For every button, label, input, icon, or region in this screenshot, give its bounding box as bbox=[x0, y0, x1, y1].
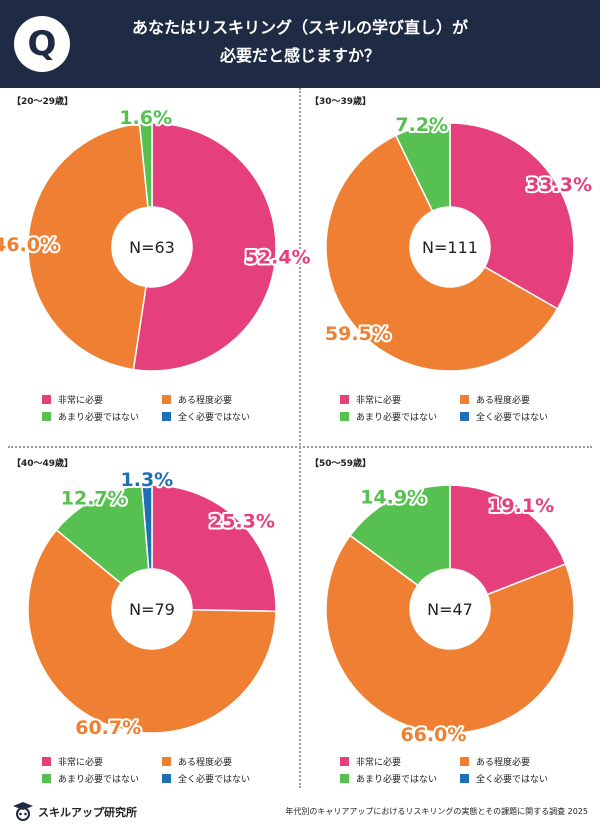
donut-center bbox=[112, 207, 192, 287]
legend-swatch bbox=[460, 757, 469, 766]
legend-label: 全く必要ではない bbox=[476, 413, 549, 423]
legend-swatch bbox=[460, 412, 469, 421]
sample-size-label: N=111 bbox=[422, 238, 478, 257]
legend-label: ある程度必要 bbox=[476, 396, 531, 406]
panel-title: 【20～29歳】 bbox=[12, 97, 74, 107]
legend-label: ある程度必要 bbox=[476, 758, 531, 768]
label-very-necessary: 25.3% bbox=[209, 511, 275, 533]
chart-panel-50s: 【50～59歳】 N=47 19.1% 66.0% 14.9% 非常に必要 ある程度必要… bbox=[302, 450, 594, 800]
footer: スキルアップ研究所 年代別のキャリアアップにおけるリスキリングの実態とその課題に… bbox=[0, 796, 600, 828]
question-title-line1: あなたはリスキリング（スキルの学び直し）が bbox=[131, 18, 468, 37]
panel-title: 【30～39歳】 bbox=[310, 97, 372, 107]
vertical-divider bbox=[299, 88, 301, 788]
chart-panel-30s: 【30～39歳】 N=111 33.3% 59.5% 7.2% 非常に必要 ある程度必要… bbox=[302, 88, 594, 438]
legend-swatch bbox=[42, 412, 51, 421]
panel-title: 【40～49歳】 bbox=[12, 459, 74, 469]
legend-swatch bbox=[162, 412, 171, 421]
sample-size-label: N=79 bbox=[129, 600, 175, 619]
legend-label: 非常に必要 bbox=[58, 758, 104, 768]
legend-item: あまり必要ではない bbox=[42, 772, 139, 785]
legend-label: 非常に必要 bbox=[356, 396, 402, 406]
legend-swatch bbox=[460, 395, 469, 404]
legend-label: ある程度必要 bbox=[178, 758, 233, 768]
legend-label: 全く必要ではない bbox=[178, 413, 251, 423]
legend-item: 全く必要ではない bbox=[460, 772, 548, 785]
legend-label: 全く必要ではない bbox=[178, 775, 251, 785]
label-not-very-necessary: 12.7% bbox=[61, 487, 127, 509]
legend-label: 非常に必要 bbox=[356, 758, 402, 768]
sample-size-label: N=63 bbox=[129, 238, 175, 257]
legend-label: あまり必要ではない bbox=[356, 775, 438, 785]
legend-item: 非常に必要 bbox=[340, 755, 401, 768]
legend-swatch bbox=[42, 757, 51, 766]
sample-size-label: N=47 bbox=[427, 600, 473, 619]
brand-logo-icon bbox=[13, 802, 33, 821]
survey-note: 年代別のキャリアアップにおけるリスキリングの実態とその課題に関する調査 2025 bbox=[285, 807, 588, 816]
legend-item: ある程度必要 bbox=[162, 755, 232, 768]
legend-item: あまり必要ではない bbox=[340, 410, 437, 423]
chart-panel-40s: 【40～49歳】 N=79 25.3% 60.7% 12.7% 1.3% 非常に必要 ある… bbox=[4, 450, 296, 800]
legend-item: ある程度必要 bbox=[460, 755, 530, 768]
legend-label: 全く必要ではない bbox=[476, 775, 549, 785]
donut-center bbox=[410, 569, 490, 649]
legend-swatch bbox=[340, 757, 349, 766]
legend-swatch bbox=[460, 774, 469, 783]
label-somewhat-necessary: 46.0% bbox=[0, 234, 59, 256]
legend-swatch bbox=[340, 395, 349, 404]
header-banner: Q あなたはリスキリング（スキルの学び直し）が 必要だと感じますか？ bbox=[0, 0, 600, 88]
label-very-necessary: 52.4% bbox=[245, 246, 311, 268]
q-icon: Q bbox=[27, 24, 57, 64]
label-somewhat-necessary: 59.5% bbox=[325, 323, 391, 345]
label-not-very-necessary: 7.2% bbox=[395, 114, 448, 136]
label-somewhat-necessary: 66.0% bbox=[400, 724, 466, 746]
legend-item: ある程度必要 bbox=[460, 393, 530, 406]
legend-item: 全く必要ではない bbox=[162, 410, 250, 423]
panel-title: 【50～59歳】 bbox=[310, 459, 372, 469]
legend-item: あまり必要ではない bbox=[340, 772, 437, 785]
legend-item: 非常に必要 bbox=[42, 393, 103, 406]
legend-item: ある程度必要 bbox=[162, 393, 232, 406]
chart-panel-20s: 【20～29歳】 N=63 52.4% 46.0% 1.6% 非常に必要 ある程度必要あ… bbox=[0, 88, 313, 438]
brand-name: スキルアップ研究所 bbox=[38, 806, 137, 819]
donut-center bbox=[112, 569, 192, 649]
legend-swatch bbox=[340, 774, 349, 783]
legend-item: 非常に必要 bbox=[42, 755, 103, 768]
legend-swatch bbox=[340, 412, 349, 421]
label-not-very-necessary: 1.6% bbox=[119, 107, 172, 129]
legend-item: 全く必要ではない bbox=[460, 410, 548, 423]
q-badge: Q bbox=[14, 16, 70, 72]
legend-item: 全く必要ではない bbox=[162, 772, 250, 785]
legend-swatch bbox=[42, 774, 51, 783]
donut-chart: N=63 52.4% 46.0% 1.6% bbox=[0, 105, 313, 372]
label-somewhat-necessary: 60.7% bbox=[75, 717, 141, 739]
donut-chart: N=47 19.1% 66.0% 14.9% bbox=[325, 484, 575, 748]
legend-label: あまり必要ではない bbox=[58, 775, 140, 785]
legend-swatch bbox=[42, 395, 51, 404]
legend-swatch bbox=[162, 757, 171, 766]
label-very-necessary: 33.3% bbox=[526, 174, 592, 196]
legend-item: 非常に必要 bbox=[340, 393, 401, 406]
label-not-very-necessary: 14.9% bbox=[360, 487, 426, 509]
horizontal-divider bbox=[8, 446, 592, 448]
question-title: あなたはリスキリング（スキルの学び直し）が 必要だと感じますか？ bbox=[80, 14, 520, 70]
legend-label: あまり必要ではない bbox=[58, 413, 140, 423]
donut-center bbox=[410, 207, 490, 287]
label-very-necessary: 19.1% bbox=[488, 495, 554, 517]
legend-label: あまり必要ではない bbox=[356, 413, 438, 423]
question-title-line2: 必要だと感じますか？ bbox=[219, 46, 380, 65]
donut-chart: N=111 33.3% 59.5% 7.2% bbox=[323, 112, 594, 372]
legend-item: あまり必要ではない bbox=[42, 410, 139, 423]
legend-swatch bbox=[162, 774, 171, 783]
legend-label: 非常に必要 bbox=[58, 396, 104, 406]
legend-swatch bbox=[162, 395, 171, 404]
legend-label: ある程度必要 bbox=[178, 396, 233, 406]
donut-chart: N=79 25.3% 60.7% 12.7%1.3% bbox=[27, 467, 277, 741]
label-not-necessary: 1.3% bbox=[121, 469, 174, 491]
